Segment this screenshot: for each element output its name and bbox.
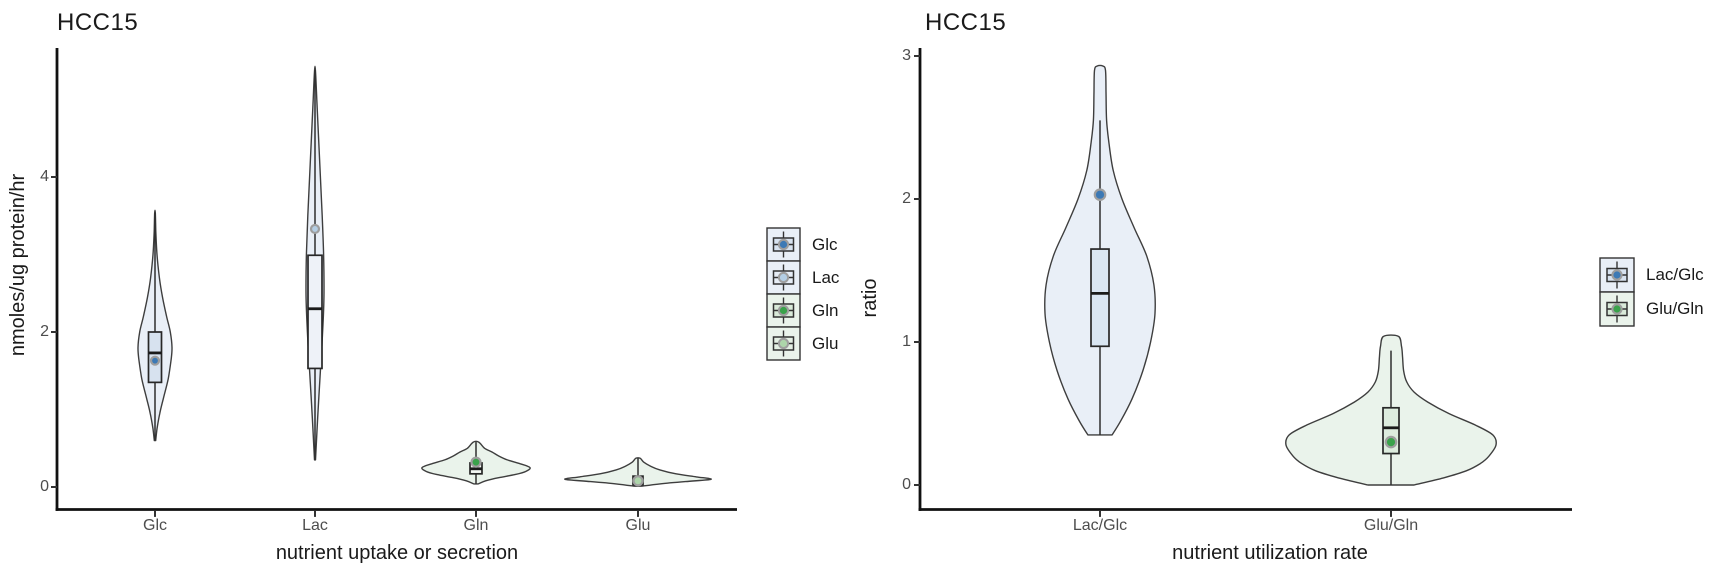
category-label-lac: Lac: [302, 517, 328, 534]
y-tick-label: 2: [902, 190, 911, 207]
y-tick-label: 4: [40, 168, 49, 185]
legend-dot-icon-glu: [777, 337, 790, 350]
legend-dot-icon-glu-gln: [1611, 303, 1623, 315]
panel1-x-axis-title: nutrient uptake or secretion: [275, 542, 519, 564]
mean-dot-glu: [632, 475, 644, 487]
mean-dot-gln: [470, 456, 482, 468]
panel2-title: HCC15: [925, 9, 1007, 36]
y-tick-label: 3: [902, 47, 911, 64]
category-label-glu-gln: Glu/Gln: [1363, 517, 1419, 534]
mean-dot-glc: [149, 355, 161, 366]
legend-label-glc: Glc: [812, 234, 838, 254]
legend-dot-icon-lac-glc: [1611, 269, 1623, 281]
legend-label-lac: Lac: [812, 267, 840, 287]
box-lac-glc: [1090, 248, 1110, 348]
panel2-x-axis-title: nutrient utilization rate: [1172, 542, 1368, 564]
mean-dot-lac-glc: [1093, 188, 1107, 202]
mean-dot-glu-gln: [1384, 435, 1398, 449]
panel1-title: HCC15: [57, 9, 139, 36]
legend-dot-icon-glc: [777, 238, 790, 251]
category-label-glc: Glc: [143, 517, 167, 534]
category-label-glu: Glu: [625, 517, 651, 534]
mean-dot-lac: [309, 223, 321, 235]
legend-label-gln: Gln: [812, 300, 839, 320]
panel2-y-axis-title: ratio: [859, 278, 881, 318]
category-label-gln: Gln: [463, 517, 489, 534]
y-tick-label: 0: [902, 476, 911, 493]
y-tick-label: 0: [40, 478, 49, 495]
legend-label-glu-gln: Glu/Gln: [1646, 299, 1704, 318]
y-tick-label: 2: [40, 323, 49, 340]
legend-label-lac-glc: Lac/Glc: [1646, 265, 1704, 284]
category-label-lac-glc: Lac/Glc: [1072, 517, 1128, 534]
panel1-y-axis-title: nmoles/ug protein/hr: [7, 173, 29, 357]
legend-dot-icon-gln: [777, 304, 790, 317]
box-lac: [307, 254, 323, 370]
legend-dot-icon-lac: [777, 271, 790, 284]
legend-label-glu: Glu: [812, 333, 839, 353]
y-tick-label: 1: [902, 333, 911, 350]
